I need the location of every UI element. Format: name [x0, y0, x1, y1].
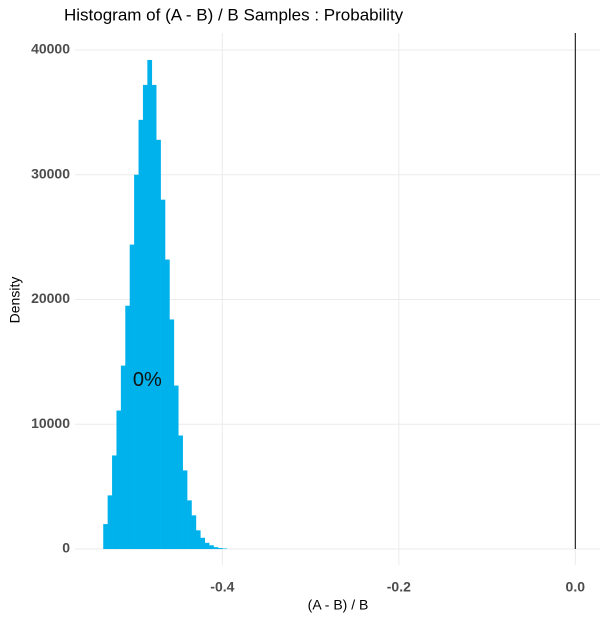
- y-tick-label: 40000: [31, 41, 70, 57]
- bar: [169, 319, 174, 549]
- bar: [200, 538, 205, 549]
- bar: [165, 260, 170, 549]
- bar: [205, 543, 210, 549]
- bar: [183, 470, 188, 549]
- annotation: 0%: [133, 369, 162, 391]
- y-tick-label: 20000: [31, 290, 70, 306]
- bar: [130, 245, 135, 549]
- bar: [196, 530, 201, 549]
- bar: [134, 175, 139, 549]
- bar: [147, 60, 152, 549]
- bar: [112, 455, 117, 549]
- bar: [178, 435, 183, 549]
- y-tick-label: 30000: [31, 165, 70, 181]
- bar: [214, 547, 219, 549]
- bar: [108, 495, 113, 549]
- y-tick-label: 10000: [31, 415, 70, 431]
- x-axis-label: (A - B) / B: [308, 597, 369, 613]
- bar: [116, 411, 121, 549]
- bar: [143, 85, 148, 549]
- bar: [139, 120, 144, 549]
- bar: [103, 524, 108, 549]
- y-axis-label: Density: [7, 277, 23, 324]
- bar: [209, 545, 214, 549]
- bar: [152, 85, 157, 549]
- x-tick-label: -0.2: [387, 579, 411, 595]
- bar: [156, 140, 161, 549]
- bar: [174, 386, 179, 549]
- bar: [121, 366, 126, 549]
- bar: [218, 548, 223, 549]
- y-tick-label: 0: [62, 540, 70, 556]
- x-tick-label: -0.4: [210, 579, 234, 595]
- bar: [187, 500, 192, 549]
- bar: [125, 306, 130, 549]
- x-tick-label: 0.0: [566, 579, 586, 595]
- bar: [191, 515, 196, 549]
- chart-title: Histogram of (A - B) / B Samples : Proba…: [64, 5, 404, 24]
